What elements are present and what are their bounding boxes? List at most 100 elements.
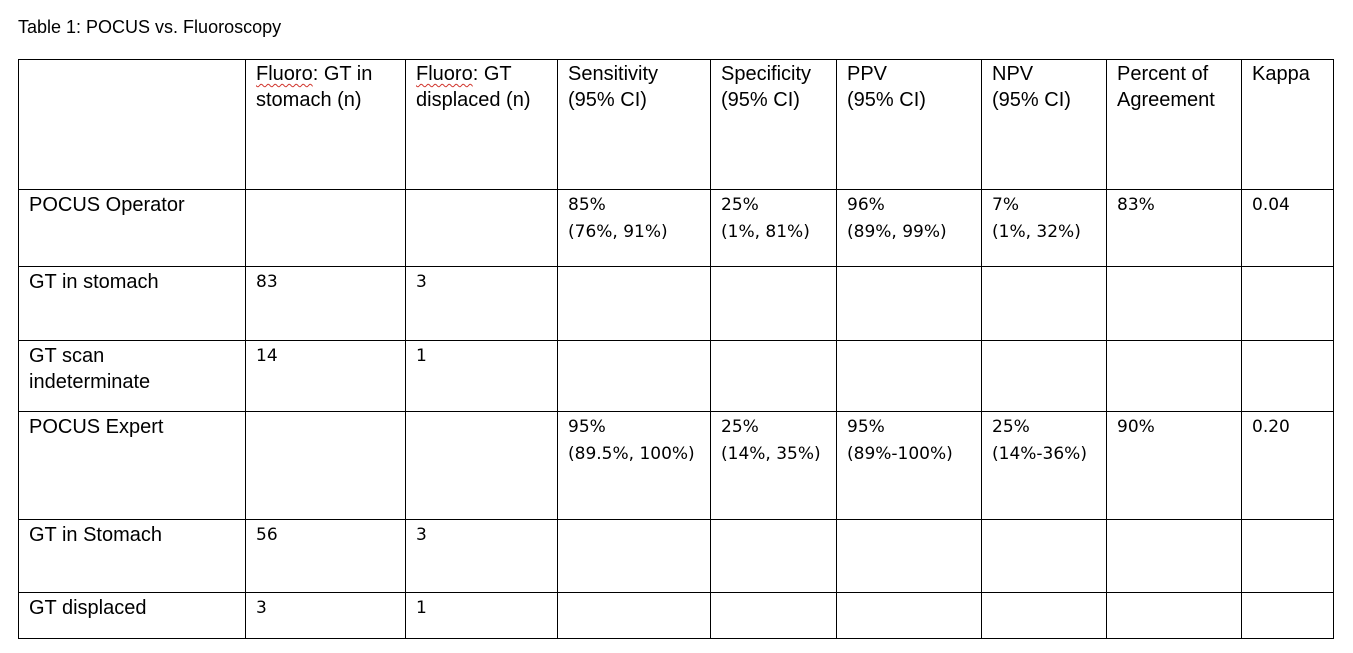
cell-percent-agreement: 90% <box>1106 411 1242 520</box>
cell-value-line: 3 <box>416 272 427 292</box>
cell-kappa <box>1241 592 1334 639</box>
cell-fluoro-displaced: 1 <box>405 340 558 412</box>
header-fluoro-stomach-line2: stomach (n) <box>256 89 362 111</box>
header-fluoro-stomach-word: Fluoro <box>256 63 313 85</box>
cell-value-line: 1 <box>416 598 427 618</box>
header-ppv-line2: (95% CI) <box>847 89 926 111</box>
cell-value-line: (14%-36%) <box>992 444 1087 464</box>
row-label-line: GT scan <box>29 345 105 367</box>
cell-npv <box>981 519 1107 593</box>
cell-kappa <box>1241 266 1334 341</box>
table-row: GT scan indeterminate 14 1 <box>18 340 1334 412</box>
cell-fluoro-stomach <box>245 189 406 267</box>
header-cell-specificity: Specificity (95% CI) <box>710 59 837 190</box>
header-cell-npv: NPV (95% CI) <box>981 59 1107 190</box>
results-table: Fluoro: GT in stomach (n) Fluoro: GT dis… <box>18 59 1334 639</box>
header-specificity-line2: (95% CI) <box>721 89 800 111</box>
cell-value-line: 83 <box>256 272 278 292</box>
header-sensitivity-line2: (95% CI) <box>568 89 647 111</box>
cell-specificity <box>710 340 837 412</box>
cell-npv <box>981 266 1107 341</box>
cell-sensitivity <box>557 592 711 639</box>
row-label-line: indeterminate <box>29 371 151 393</box>
row-label-line: GT in Stomach <box>29 524 163 546</box>
cell-fluoro-stomach: 83 <box>245 266 406 341</box>
header-fluoro-displaced-rest: : GT <box>472 63 512 85</box>
cell-fluoro-stomach: 14 <box>245 340 406 412</box>
header-row: Fluoro: GT in stomach (n) Fluoro: GT dis… <box>18 59 1334 190</box>
cell-value-line: 83% <box>1117 195 1155 215</box>
cell-value-line: 90% <box>1117 417 1155 437</box>
table-row: GT displaced 3 1 <box>18 592 1334 639</box>
row-label-line: GT in stomach <box>29 271 159 293</box>
cell-value-line: 95% <box>568 417 606 437</box>
cell-value-line: (1%, 81%) <box>721 222 810 242</box>
cell-npv: 25% (14%-36%) <box>981 411 1107 520</box>
cell-fluoro-displaced: 3 <box>405 266 558 341</box>
cell-kappa <box>1241 519 1334 593</box>
cell-fluoro-displaced <box>405 189 558 267</box>
cell-kappa: 0.04 <box>1241 189 1334 267</box>
header-fluoro-stomach-rest: : GT in <box>312 63 373 85</box>
row-label-line: POCUS Expert <box>29 416 164 438</box>
cell-sensitivity <box>557 266 711 341</box>
table-row: POCUS Operator 85% (76%, 91%) 25% (1%, 81%) 9… <box>18 189 1334 267</box>
cell-value-line: 25% <box>721 417 759 437</box>
cell-specificity: 25% (1%, 81%) <box>710 189 837 267</box>
cell-specificity <box>710 266 837 341</box>
header-cell-percent-agreement: Percent of Agreement <box>1106 59 1242 190</box>
cell-value-line: (76%, 91%) <box>568 222 668 242</box>
header-agreement-line2: Agreement <box>1117 89 1215 111</box>
cell-value-line: 7% <box>992 195 1019 215</box>
cell-value-line: 85% <box>568 195 606 215</box>
cell-value-line: (14%, 35%) <box>721 444 821 464</box>
cell-percent-agreement <box>1106 266 1242 341</box>
cell-percent-agreement <box>1106 340 1242 412</box>
header-fluoro-displaced-word: Fluoro <box>416 63 473 85</box>
cell-value-line: 25% <box>721 195 759 215</box>
cell-fluoro-displaced: 1 <box>405 592 558 639</box>
cell-sensitivity <box>557 519 711 593</box>
row-label-cell: GT scan indeterminate <box>18 340 246 412</box>
cell-value-line: (1%, 32%) <box>992 222 1081 242</box>
cell-value-line: 3 <box>416 525 427 545</box>
cell-fluoro-stomach: 3 <box>245 592 406 639</box>
cell-specificity <box>710 519 837 593</box>
cell-ppv: 95% (89%-100%) <box>836 411 982 520</box>
cell-ppv <box>836 340 982 412</box>
header-ppv-line1: PPV <box>847 63 888 85</box>
header-sensitivity-line1: Sensitivity <box>568 63 659 85</box>
cell-npv <box>981 340 1107 412</box>
cell-ppv <box>836 519 982 593</box>
row-label-cell: GT in Stomach <box>18 519 246 593</box>
cell-value-line: 14 <box>256 346 278 366</box>
cell-kappa <box>1241 340 1334 412</box>
header-npv-line1: NPV <box>992 63 1034 85</box>
row-label-cell: GT in stomach <box>18 266 246 341</box>
cell-value-line: 25% <box>992 417 1030 437</box>
header-cell-ppv: PPV (95% CI) <box>836 59 982 190</box>
cell-kappa: 0.20 <box>1241 411 1334 520</box>
header-cell-sensitivity: Sensitivity (95% CI) <box>557 59 711 190</box>
cell-npv: 7% (1%, 32%) <box>981 189 1107 267</box>
cell-value-line: (89%-100%) <box>847 444 953 464</box>
cell-fluoro-displaced: 3 <box>405 519 558 593</box>
table-row: GT in Stomach 56 3 <box>18 519 1334 593</box>
header-specificity-line1: Specificity <box>721 63 812 85</box>
cell-ppv <box>836 266 982 341</box>
header-cell-blank <box>18 59 246 190</box>
cell-fluoro-stomach: 56 <box>245 519 406 593</box>
table-caption: Table 1: POCUS vs. Fluoroscopy <box>18 17 282 37</box>
header-cell-kappa: Kappa <box>1241 59 1334 190</box>
cell-sensitivity: 85% (76%, 91%) <box>557 189 711 267</box>
row-label-cell: POCUS Expert <box>18 411 246 520</box>
header-fluoro-displaced-line2: displaced (n) <box>416 89 531 111</box>
cell-value-line: 0.20 <box>1252 417 1290 437</box>
row-label-cell: GT displaced <box>18 592 246 639</box>
header-npv-line2: (95% CI) <box>992 89 1071 111</box>
cell-value-line: (89%, 99%) <box>847 222 947 242</box>
cell-sensitivity: 95% (89.5%, 100%) <box>557 411 711 520</box>
cell-fluoro-stomach <box>245 411 406 520</box>
cell-ppv <box>836 592 982 639</box>
cell-value-line: 0.04 <box>1252 195 1290 215</box>
